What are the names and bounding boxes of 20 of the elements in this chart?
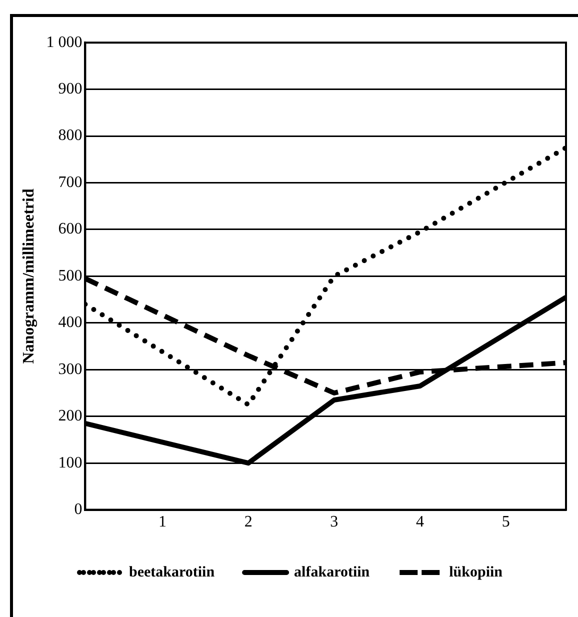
legend-label: lükopiin [449, 564, 504, 580]
y-tick-label: 1 000 [46, 34, 82, 51]
x-tick-label: 1 [158, 514, 166, 531]
x-tick-label: 2 [244, 514, 252, 531]
y-tick-label: 100 [58, 454, 82, 472]
y-tick-label: 500 [58, 267, 82, 284]
y-tick-label: 700 [58, 174, 82, 191]
x-tick-label: 3 [330, 514, 338, 531]
y-tick-label: 900 [58, 80, 82, 98]
y-tick-label: 0 [74, 501, 82, 518]
y-axis-title: Nanogramm/millimeetrid [20, 188, 38, 364]
x-tick-label: 5 [502, 514, 510, 531]
x-tick-label: 4 [416, 514, 424, 531]
y-tick-label: 800 [58, 127, 82, 144]
legend-label: beetakarotiin [129, 564, 216, 580]
y-tick-label: 200 [58, 408, 82, 425]
legend-label: alfakarotiin [294, 564, 370, 580]
y-tick-label: 300 [58, 360, 82, 378]
y-tick-label: 600 [58, 220, 82, 238]
y-tick-label: 400 [58, 314, 82, 332]
